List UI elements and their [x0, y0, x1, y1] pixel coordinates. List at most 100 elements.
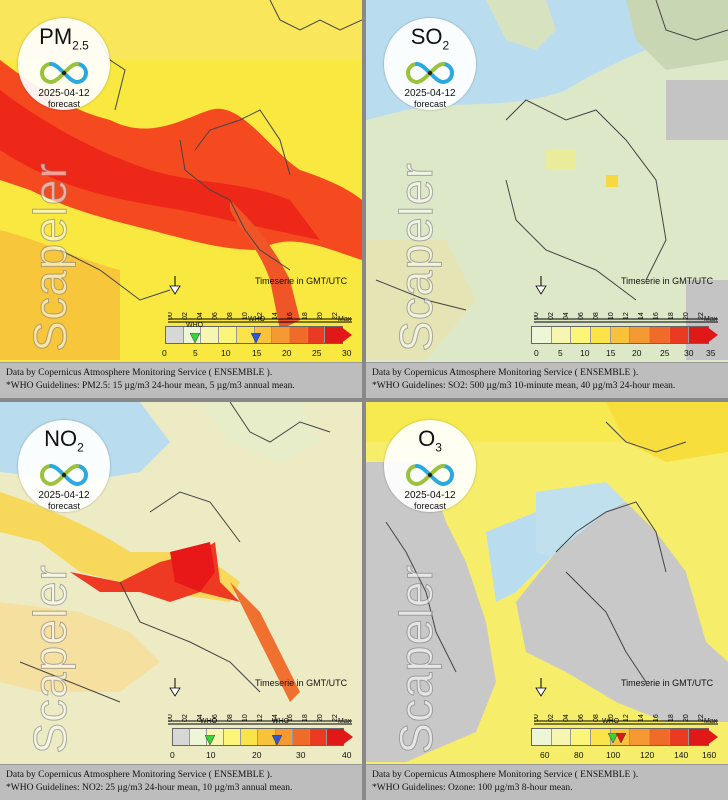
who-daily-marker-icon — [251, 333, 261, 343]
hour-label: 08 — [593, 312, 600, 320]
pm25-pollutant: PM2.5 — [39, 24, 89, 53]
so2-footer: Data by Copernicus Atmosphere Monitoring… — [366, 362, 728, 398]
hour-label: 20 — [683, 714, 690, 722]
tick-label: 15 — [606, 348, 616, 358]
tick-label: 30 — [342, 348, 352, 358]
hour-label: 18 — [668, 714, 675, 722]
pm25-max-arrow-icon — [340, 326, 352, 344]
no2-timeline[interactable] — [160, 674, 360, 726]
tick-label: 30 — [684, 348, 694, 358]
panel-pm25: PM2.5 2025-04-12 forecast Scapeler Times… — [0, 0, 362, 398]
hour-label: 12 — [623, 714, 630, 722]
tick-label: 0 — [534, 348, 539, 358]
hour-label: 00 — [168, 312, 174, 320]
hour-label: 02 — [548, 312, 555, 320]
o3-max-arrow-icon — [706, 728, 718, 746]
hour-label: 08 — [593, 714, 600, 722]
o3-date: 2025-04-12 — [404, 490, 456, 502]
hour-label: 02 — [182, 312, 189, 320]
tick-label: 100 — [606, 750, 621, 760]
hour-label: 14 — [638, 714, 645, 722]
tick-label: 20 — [252, 750, 262, 760]
no2-who-label-2: WHO — [272, 718, 290, 725]
tick-label: 5 — [558, 348, 563, 358]
hour-label: 18 — [668, 312, 675, 320]
o3-timeserie: Timeserie in GMT/UTC — [621, 678, 714, 688]
pm25-date: 2025-04-12 — [38, 88, 90, 100]
tick-label: 25 — [660, 348, 670, 358]
tick-label: 15 — [252, 348, 262, 358]
o3-watermark: Scapeler — [390, 564, 443, 755]
tick-label: 60 — [540, 750, 550, 760]
hour-label: 10 — [242, 714, 249, 722]
hour-label: 20 — [683, 312, 690, 320]
so2-forecast: forecast — [413, 99, 446, 110]
o3-timeline[interactable] — [526, 674, 726, 726]
tick-label: 160 — [702, 750, 717, 760]
no2-max-arrow-icon — [341, 728, 353, 746]
no2-max-label: Max — [338, 718, 352, 725]
hour-label: 22 — [698, 312, 705, 320]
pm25-hours: 00 02 04 06 08 10 12 14 16 18 20 22 — [168, 303, 352, 321]
pm25-watermark: Scapeler — [24, 162, 77, 353]
so2-timeserie: Timeserie in GMT/UTC — [621, 276, 714, 286]
no2-footer-who: *WHO Guidelines: NO2: 25 µg/m3 24-hour m… — [6, 783, 293, 793]
no2-pollutant: NO2 — [44, 426, 84, 455]
tick-label: 10 — [221, 348, 231, 358]
tick-label: 0 — [162, 348, 167, 358]
tick-label: 20 — [632, 348, 642, 358]
tick-label: 140 — [674, 750, 689, 760]
hour-label: 06 — [578, 714, 585, 722]
o3-max-label: Max — [704, 718, 718, 725]
tick-label: 0 — [170, 750, 175, 760]
o3-footer: Data by Copernicus Atmosphere Monitoring… — [366, 764, 728, 800]
current-value-marker-icon — [616, 733, 626, 743]
no2-timeserie: Timeserie in GMT/UTC — [255, 678, 348, 688]
o3-footer-source: Data by Copernicus Atmosphere Monitoring… — [372, 770, 639, 780]
so2-hours: 00 02 04 06 08 10 12 14 16 18 20 22 — [534, 303, 718, 321]
hour-label: 04 — [197, 312, 204, 320]
tick-label: 40 — [342, 750, 352, 760]
hour-label: 16 — [287, 714, 294, 722]
so2-pollutant: SO2 — [410, 24, 450, 53]
pm25-timeline[interactable] — [160, 272, 360, 324]
hour-label: 22 — [332, 312, 339, 320]
hour-label: 18 — [302, 714, 309, 722]
so2-max-arrow-icon — [706, 326, 718, 344]
pm25-footer-who: *WHO Guidelines: PM2.5: 15 µg/m3 24-hour… — [6, 381, 295, 391]
no2-date: 2025-04-12 — [38, 490, 90, 502]
panel-o3: O3 2025-04-12 forecast Scapeler Timeseri… — [366, 402, 728, 800]
hour-label: 10 — [608, 312, 615, 320]
hour-label: 12 — [257, 714, 264, 722]
so2-color-scale — [531, 326, 709, 344]
hour-label: 06 — [212, 312, 219, 320]
hour-label: 14 — [638, 312, 645, 320]
hour-label: 16 — [653, 312, 660, 320]
tick-label: 120 — [640, 750, 655, 760]
scapeler-logo-icon — [40, 62, 88, 85]
hour-label: 16 — [287, 312, 294, 320]
tick-label: 30 — [296, 750, 306, 760]
no2-forecast: forecast — [47, 501, 80, 512]
who-annual-marker-icon — [190, 333, 200, 343]
pm25-forecast: forecast — [47, 99, 80, 110]
hour-label: 18 — [302, 312, 309, 320]
hour-label: 02 — [548, 714, 555, 722]
hour-label: 22 — [332, 714, 339, 722]
no2-hours: 00 02 04 06 08 10 12 14 16 18 20 22 — [168, 705, 352, 723]
so2-timeline[interactable] — [526, 272, 726, 324]
tick-label: 10 — [206, 750, 216, 760]
tick-label: 10 — [580, 348, 590, 358]
hour-label: 00 — [168, 714, 174, 722]
hour-label: 16 — [653, 714, 660, 722]
hour-label: 22 — [698, 714, 705, 722]
pm25-badge: PM2.5 2025-04-12 forecast — [18, 18, 110, 110]
hour-label: 20 — [317, 714, 324, 722]
so2-footer-who: *WHO Guidelines: SO2: 500 µg/m3 10-minut… — [372, 381, 676, 391]
o3-who-label: WHO — [602, 718, 620, 725]
hour-label: 10 — [608, 714, 615, 722]
so2-badge: SO2 2025-04-12 forecast — [384, 18, 476, 110]
scapeler-logo-icon — [406, 62, 454, 85]
so2-watermark: Scapeler — [390, 162, 443, 353]
